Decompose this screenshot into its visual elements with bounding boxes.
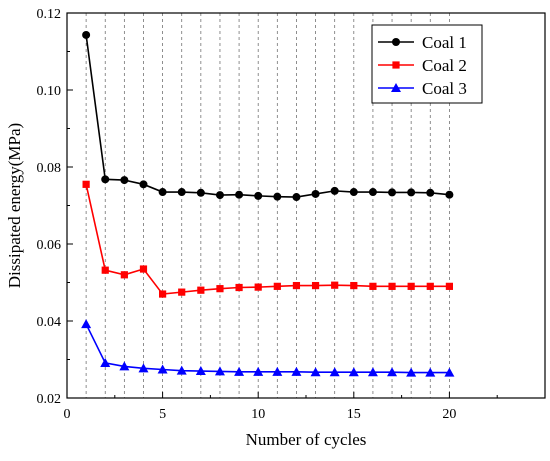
data-point-coal-3 bbox=[329, 367, 340, 377]
y-axis-title: Dissipated energy(MPa) bbox=[5, 123, 24, 288]
data-point-coal-2 bbox=[216, 285, 224, 293]
data-point-coal-3 bbox=[234, 366, 245, 376]
data-point-coal-1 bbox=[196, 188, 205, 197]
data-point-coal-1 bbox=[407, 188, 416, 197]
series-line-coal-2 bbox=[85, 184, 450, 295]
series-coal-2 bbox=[82, 180, 453, 298]
data-point-coal-1 bbox=[311, 189, 320, 198]
legend-label-coal-3: Coal 3 bbox=[422, 79, 467, 98]
data-point-coal-3 bbox=[195, 366, 206, 376]
legend-marker-coal-3 bbox=[391, 83, 401, 92]
data-point-coal-3 bbox=[138, 363, 149, 373]
data-point-coal-2 bbox=[292, 281, 301, 290]
data-point-coal-1 bbox=[177, 188, 186, 197]
legend-marker-coal-1 bbox=[392, 38, 400, 46]
data-point-coal-1 bbox=[139, 180, 148, 189]
data-point-coal-2 bbox=[197, 286, 205, 294]
legend-item-coal-3: Coal 3 bbox=[378, 79, 467, 98]
data-point-coal-2 bbox=[82, 180, 90, 188]
data-point-coal-1 bbox=[215, 191, 224, 200]
series-coal-1 bbox=[82, 30, 454, 202]
data-point-coal-1 bbox=[368, 188, 377, 197]
data-point-coal-2 bbox=[311, 281, 320, 290]
axis-ticks: 0 5 10 15 20 0.02 0.04 0.06 0.08 0.10 0.12 bbox=[37, 7, 498, 422]
legend-label-coal-1: Coal 1 bbox=[422, 33, 467, 52]
data-point-coal-1 bbox=[101, 175, 110, 184]
x-tick-label: 15 bbox=[347, 407, 361, 422]
data-point-coal-3 bbox=[253, 366, 264, 376]
data-point-coal-3 bbox=[81, 319, 92, 329]
data-point-coal-3 bbox=[291, 366, 302, 376]
data-point-coal-2 bbox=[407, 282, 415, 290]
x-tick-label: 5 bbox=[159, 407, 166, 422]
data-point-coal-2 bbox=[445, 282, 453, 290]
x-tick-label: 20 bbox=[442, 407, 456, 422]
data-point-coal-1 bbox=[273, 192, 282, 201]
data-point-coal-2 bbox=[350, 281, 358, 290]
y-tick-label: 0.02 bbox=[37, 392, 62, 407]
legend-item-coal-2: Coal 2 bbox=[378, 56, 467, 75]
data-point-coal-1 bbox=[254, 191, 263, 200]
series-coal-3 bbox=[81, 319, 455, 377]
legend-label-coal-2: Coal 2 bbox=[422, 56, 467, 75]
data-point-coal-1 bbox=[445, 190, 454, 199]
legend: Coal 1 Coal 2 Coal 3 bbox=[371, 24, 483, 104]
data-point-coal-2 bbox=[139, 265, 148, 273]
data-point-coal-2 bbox=[388, 282, 396, 290]
y-tick-label: 0.04 bbox=[37, 315, 62, 330]
data-point-coal-3 bbox=[119, 361, 130, 371]
data-point-coal-3 bbox=[367, 367, 378, 377]
data-point-coal-3 bbox=[406, 367, 417, 377]
data-point-coal-2 bbox=[331, 281, 339, 289]
data-point-coal-2 bbox=[120, 271, 128, 279]
data-point-coal-2 bbox=[101, 266, 109, 274]
data-point-coal-1 bbox=[388, 188, 397, 197]
y-tick-label: 0.12 bbox=[37, 7, 62, 22]
data-point-coal-1 bbox=[120, 176, 129, 185]
legend-box bbox=[371, 24, 483, 104]
x-tick-label: 10 bbox=[251, 407, 265, 422]
data-point-coal-3 bbox=[214, 366, 225, 376]
data-point-coal-1 bbox=[292, 193, 301, 202]
data-point-coal-1 bbox=[349, 188, 358, 197]
data-point-coal-1 bbox=[82, 30, 91, 39]
x-axis-title: Number of cycles bbox=[246, 430, 367, 449]
data-point-coal-2 bbox=[178, 288, 186, 296]
data-point-coal-1 bbox=[235, 190, 244, 199]
data-point-coal-3 bbox=[272, 366, 283, 376]
data-point-coal-2 bbox=[273, 282, 281, 290]
data-point-coal-3 bbox=[310, 367, 321, 377]
y-tick-label: 0.08 bbox=[37, 161, 62, 176]
data-point-coal-3 bbox=[425, 367, 436, 377]
series-group bbox=[81, 30, 455, 377]
data-point-coal-3 bbox=[387, 367, 398, 377]
data-point-coal-2 bbox=[254, 283, 262, 291]
data-point-coal-1 bbox=[330, 186, 339, 195]
legend-marker-coal-2 bbox=[392, 61, 400, 69]
y-tick-label: 0.10 bbox=[37, 84, 62, 99]
data-point-coal-3 bbox=[100, 357, 111, 367]
data-point-coal-3 bbox=[348, 367, 359, 377]
data-point-coal-3 bbox=[157, 364, 168, 374]
grid-lines bbox=[85, 13, 450, 398]
series-line-coal-3 bbox=[85, 323, 450, 374]
legend-item-coal-1: Coal 1 bbox=[378, 33, 467, 52]
data-point-coal-1 bbox=[158, 188, 167, 197]
data-point-coal-2 bbox=[426, 282, 434, 290]
data-point-coal-1 bbox=[426, 188, 435, 197]
data-point-coal-3 bbox=[176, 365, 187, 375]
data-point-coal-2 bbox=[159, 290, 167, 298]
data-point-coal-2 bbox=[369, 282, 377, 290]
data-point-coal-2 bbox=[235, 283, 243, 292]
y-tick-label: 0.06 bbox=[37, 238, 62, 253]
x-tick-label: 0 bbox=[64, 407, 71, 422]
data-point-coal-3 bbox=[444, 367, 455, 377]
